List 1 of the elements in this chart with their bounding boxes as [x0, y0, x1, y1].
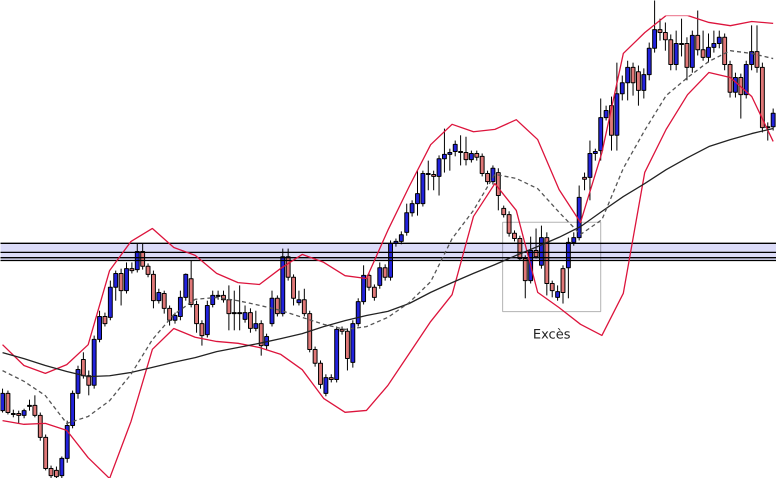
annotation: Excès: [532, 328, 571, 343]
